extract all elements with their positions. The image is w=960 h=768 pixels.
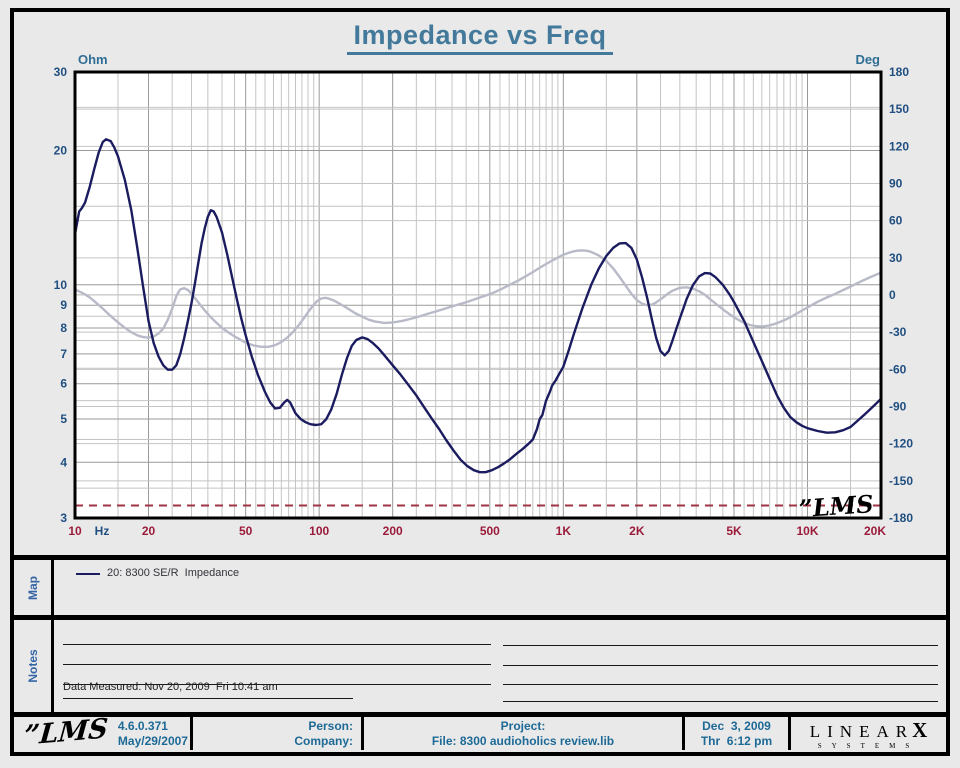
svg-text:90: 90	[889, 177, 903, 191]
lms-logo: ”LMS	[22, 713, 110, 752]
svg-text:50: 50	[239, 524, 253, 538]
brand-x: X	[912, 718, 928, 742]
notes-writing-line	[63, 664, 491, 665]
svg-text:3: 3	[60, 511, 67, 525]
divider-notes-footer	[14, 712, 946, 717]
svg-text:2K: 2K	[629, 524, 645, 538]
svg-text:-60: -60	[889, 362, 907, 376]
svg-text:9: 9	[60, 298, 67, 312]
svg-text:20K: 20K	[864, 524, 886, 538]
svg-text:500: 500	[480, 524, 500, 538]
svg-text:20: 20	[54, 144, 68, 158]
svg-text:60: 60	[889, 214, 903, 228]
svg-text:8: 8	[60, 321, 67, 335]
app-version-date: May/29/2007	[117, 733, 188, 748]
svg-text:Deg: Deg	[855, 52, 880, 67]
notes-writing-line	[503, 665, 938, 666]
map-label: Map	[25, 575, 40, 600]
svg-text:1K: 1K	[556, 524, 572, 538]
svg-text:20: 20	[142, 524, 156, 538]
notes-section: Notes Data Measured: Nov 20, 2009 Fri 10…	[14, 620, 946, 712]
svg-text:120: 120	[889, 139, 909, 153]
notes-writing-line	[63, 644, 491, 645]
svg-text:7: 7	[60, 347, 67, 361]
footer-version-cell: ”LMS 4.6.0.371 May/29/2007	[14, 713, 190, 752]
svg-text:-90: -90	[889, 400, 907, 414]
linearx-logo: LINEARX	[791, 720, 946, 742]
divider-chart-map	[14, 555, 946, 560]
map-label-cell: Map	[14, 560, 54, 615]
divider-map-notes	[14, 615, 946, 620]
person-label: Person:	[308, 719, 353, 733]
company-label: Company:	[294, 734, 353, 748]
svg-text:-30: -30	[889, 325, 907, 339]
svg-text:5: 5	[60, 412, 67, 426]
svg-text:6: 6	[60, 377, 67, 391]
svg-text:0: 0	[889, 288, 896, 302]
svg-text:200: 200	[383, 524, 403, 538]
svg-text:-180: -180	[889, 511, 913, 525]
brand-linear: LINEAR	[809, 722, 915, 741]
brand-systems: SYSTEMS	[817, 742, 920, 750]
lms-signature: ”LMS	[798, 489, 874, 523]
svg-text:180: 180	[889, 65, 909, 79]
svg-text:10K: 10K	[796, 524, 818, 538]
map-section: Map 20: 8300 SE/R Impedance	[14, 560, 946, 615]
notes-label-cell: Notes	[14, 620, 54, 712]
svg-text:5K: 5K	[726, 524, 742, 538]
svg-text:30: 30	[54, 65, 68, 79]
notes-writing-line	[503, 701, 938, 702]
page-title: Impedance vs Freq	[347, 20, 613, 55]
legend-text: 20: 8300 SE/R Impedance	[107, 567, 240, 579]
notes-writing-line	[503, 684, 938, 685]
footer-project-cell: Project: File: 8300 audioholics review.l…	[361, 717, 682, 750]
legend-swatch-line	[76, 573, 100, 575]
report-time: Thr 6:12 pm	[700, 734, 773, 748]
title-wrap: Impedance vs Freq	[0, 20, 960, 55]
footer-person-cell: Person: Company:	[190, 717, 361, 750]
notes-writing-line	[63, 684, 491, 685]
svg-text:100: 100	[309, 524, 329, 538]
svg-text:10: 10	[54, 278, 68, 292]
svg-text:Ohm: Ohm	[78, 52, 108, 67]
report-date: Dec 3, 2009	[702, 719, 771, 733]
footer-date-cell: Dec 3, 2009 Thr 6:12 pm	[682, 717, 788, 750]
footer-brand-cell: LINEARX SYSTEMS	[788, 717, 946, 750]
project-label: Project:	[500, 719, 546, 733]
impedance-chart: 30 20 10 9 8 7 6 5 4 3 180 150 120 90 60 30 0 -30 -60 -90 -1…	[54, 52, 914, 538]
outer-frame	[10, 8, 950, 756]
footer-bar: ”LMS 4.6.0.371 May/29/2007 Person: Compa…	[14, 713, 946, 752]
app-version: 4.6.0.371	[117, 718, 168, 733]
notes-label: Notes	[25, 649, 40, 683]
svg-text:-150: -150	[889, 474, 913, 488]
svg-text:-120: -120	[889, 437, 913, 451]
svg-text:4: 4	[60, 455, 67, 469]
file-label: File: 8300 audioholics review.lib	[431, 734, 615, 748]
notes-writing-line	[503, 645, 938, 646]
svg-text:30: 30	[889, 251, 903, 265]
svg-text:Hz: Hz	[95, 524, 110, 538]
svg-text:150: 150	[889, 102, 909, 116]
notes-measured-underline	[63, 698, 353, 699]
data-measured-text: Data Measured: Nov 20, 2009 Fri 10:41 am	[63, 681, 278, 693]
svg-text:10: 10	[68, 524, 82, 538]
